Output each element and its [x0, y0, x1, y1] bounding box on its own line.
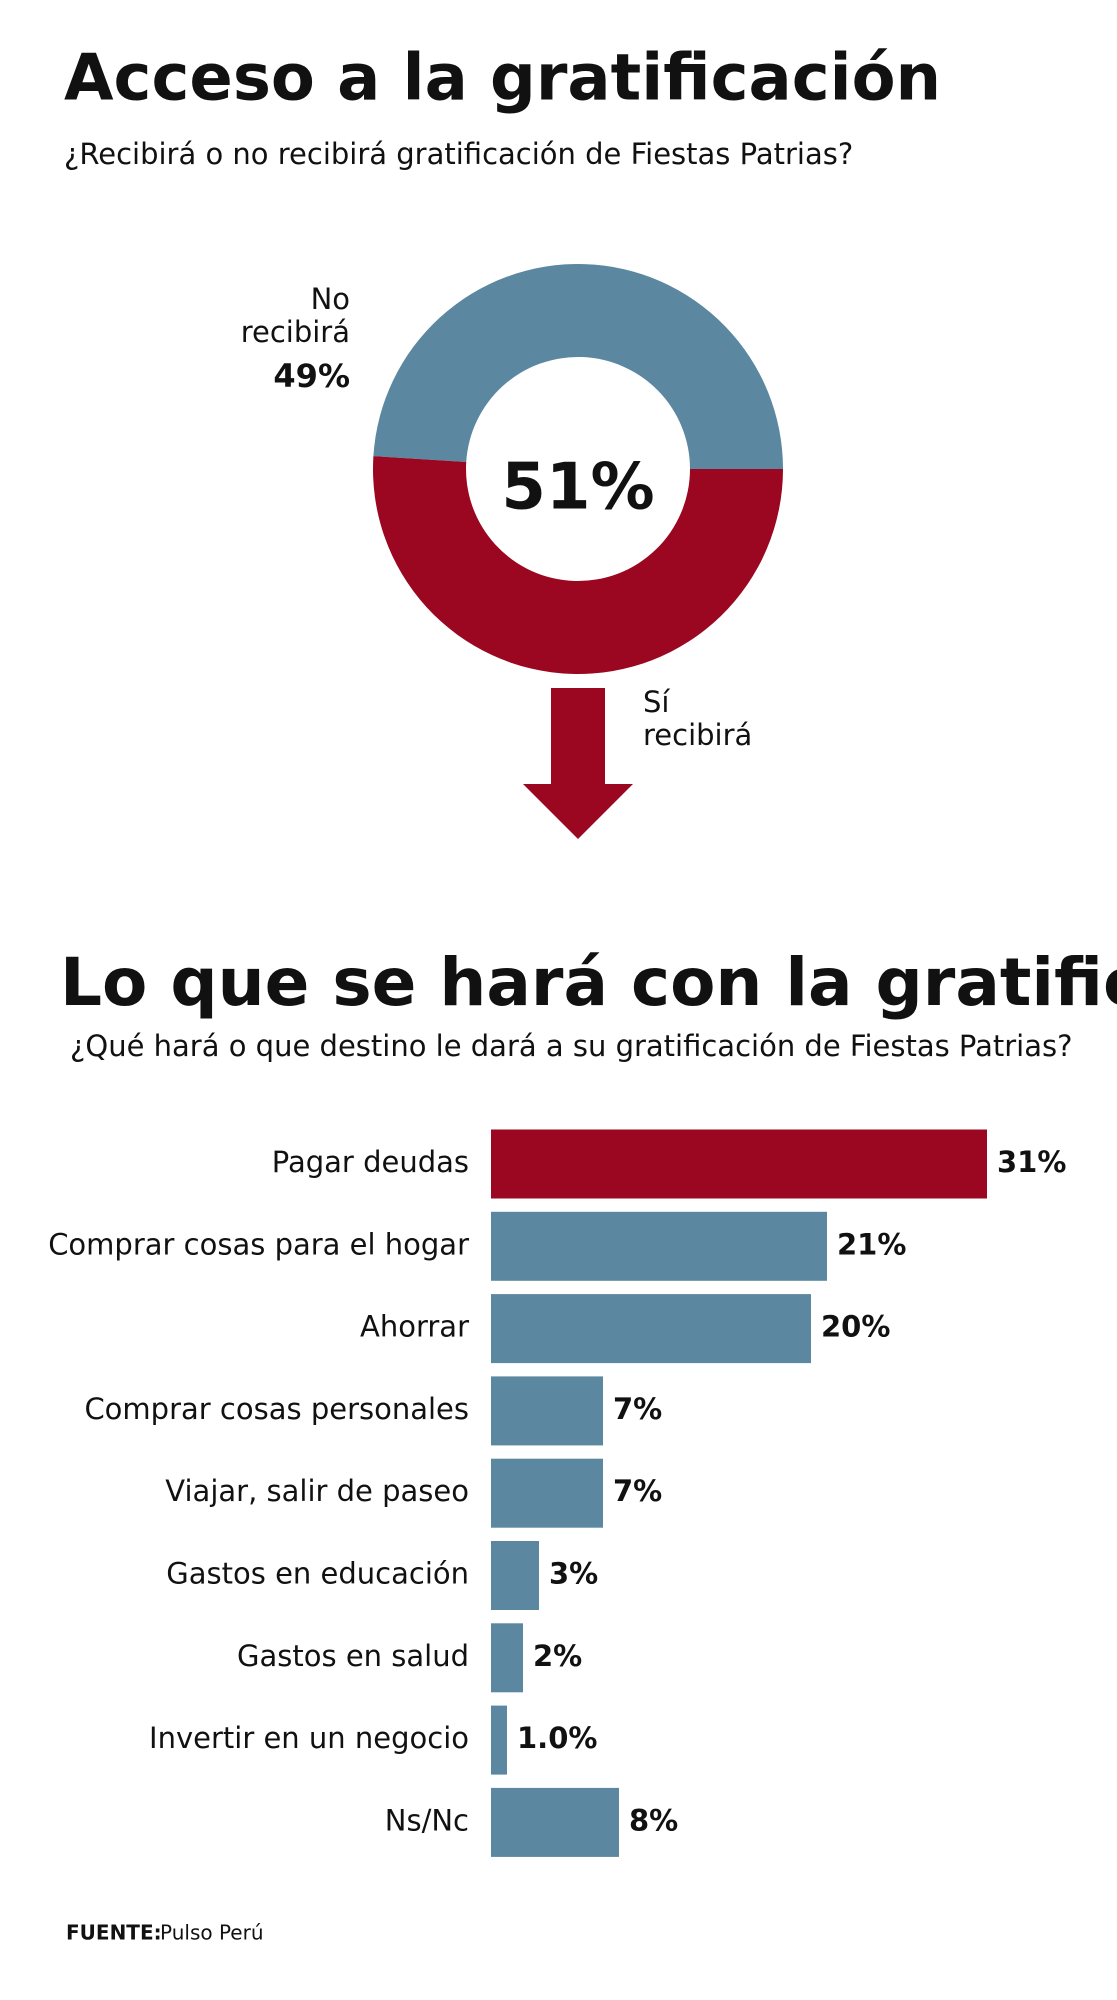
chart-title: Lo que se hará con la gratificación — [60, 944, 1117, 1021]
value-label: 3% — [549, 1557, 598, 1591]
bar — [491, 1705, 507, 1775]
source-label: FUENTE: — [66, 1921, 162, 1945]
arrow — [551, 688, 605, 784]
category-label: Viajar, salir de paseo — [165, 1474, 469, 1508]
value-label: 7% — [613, 1474, 662, 1508]
value-label: 1.0% — [517, 1721, 597, 1755]
bar — [491, 1211, 827, 1281]
category-label: Gastos en educación — [166, 1557, 469, 1591]
donut-slice — [373, 264, 783, 469]
category-label: Comprar cosas para el hogar — [48, 1227, 469, 1261]
value-label: 49% — [273, 357, 350, 395]
value-label: 2% — [533, 1639, 582, 1673]
chart-subtitle: ¿Qué hará o que destino le dará a su gra… — [70, 1029, 1073, 1063]
bar — [491, 1458, 603, 1528]
bar — [491, 1541, 539, 1610]
slice-label: Sí recibirá — [643, 685, 753, 752]
donut-slice — [373, 456, 783, 675]
bar — [491, 1623, 523, 1693]
slice-label: No recibirá — [240, 282, 350, 349]
value-label: 20% — [821, 1310, 890, 1344]
center-label: 51% — [501, 451, 654, 525]
bar — [491, 1294, 811, 1364]
bar — [491, 1376, 603, 1446]
category-label: Ns/Nc — [385, 1803, 469, 1837]
category-label: Invertir en un negocio — [149, 1721, 469, 1755]
bar — [491, 1129, 987, 1199]
bar — [491, 1787, 619, 1857]
arrow-head — [523, 784, 633, 839]
category-label: Gastos en salud — [237, 1639, 469, 1673]
category-label: Ahorrar — [360, 1310, 469, 1344]
value-label: 7% — [613, 1392, 662, 1426]
value-label: 31% — [997, 1145, 1066, 1179]
value-label: 8% — [629, 1803, 678, 1837]
chart-title: Acceso a la gratificación — [64, 42, 941, 116]
value-label: 21% — [837, 1227, 906, 1261]
chart-subtitle: ¿Recibirá o no recibirá gratificación de… — [64, 137, 853, 171]
category-label: Pagar deudas — [272, 1145, 469, 1179]
source-text: Pulso Perú — [160, 1921, 264, 1945]
category-label: Comprar cosas personales — [84, 1392, 469, 1426]
